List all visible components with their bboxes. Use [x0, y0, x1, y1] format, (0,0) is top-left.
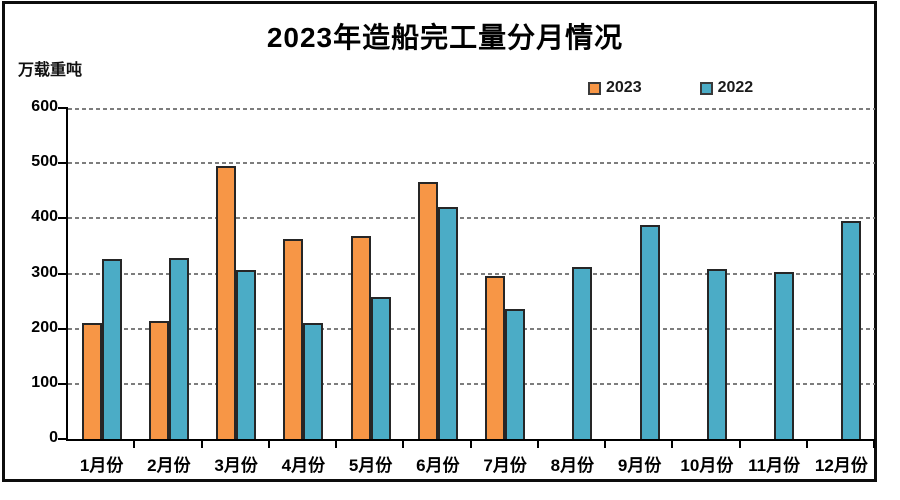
bar-2022-10月份: [706, 269, 727, 439]
x-axis-tick-1: [133, 441, 136, 448]
y-axis-tick-0: [58, 438, 68, 440]
bar-2022-11月份: [774, 271, 795, 439]
bar-2022-6月份: [437, 206, 458, 439]
x-axis-tick-10: [738, 441, 741, 448]
legend: 2023 2022: [588, 79, 753, 97]
x-axis-label-1月份: 1月份: [79, 456, 124, 475]
x-axis-label-2月份: 2月份: [147, 456, 191, 475]
x-axis-tick-5: [402, 441, 405, 448]
bar-2022-2月份: [168, 257, 189, 439]
y-axis-label-500: 500: [31, 153, 58, 171]
x-axis-label-4月份: 4月份: [281, 456, 326, 475]
x-axis-label-9月份: 9月份: [617, 456, 662, 475]
bar-2022-9月份: [639, 224, 660, 439]
gridline-300: [68, 272, 875, 275]
x-axis-tick-7: [536, 441, 539, 448]
x-axis-label-12月份: 12月份: [814, 456, 868, 475]
x-axis-tick-6: [469, 441, 472, 448]
y-axis-tick-200: [58, 327, 68, 330]
chart-title: 2023年造船完工量分月情况: [266, 22, 624, 53]
legend-item-2022: 2022: [699, 79, 754, 97]
legend-item-2023: 2023: [588, 79, 642, 97]
plot-area: 0 100 200 300 400 500 600 1月份 2月份 3月份 4月份 5月份 6月份 7月份…: [31, 98, 875, 475]
y-axis-unit-label: 万载重吨: [18, 62, 83, 79]
y-axis-tick-300: [58, 272, 68, 275]
bar-2022-12月份: [841, 220, 862, 439]
x-axis-tick-3: [267, 441, 270, 448]
x-axis-label-8月份: 8月份: [550, 456, 595, 475]
x-axis-label-10月份: 10月份: [680, 456, 734, 475]
bar-2023-5月份: [350, 236, 371, 439]
x-axis-tick-4: [335, 441, 337, 448]
legend-swatch-2022-icon: [699, 81, 713, 95]
x-axis-label-7月份: 7月份: [483, 456, 527, 475]
gridline-400: [68, 217, 875, 220]
bar-2022-4月份: [303, 322, 324, 439]
legend-label-2023: 2023: [606, 79, 642, 96]
x-axis-label-11月份: 11月份: [748, 456, 801, 475]
y-axis-label-400: 400: [31, 208, 58, 226]
bar-2022-3月份: [236, 269, 257, 439]
legend-label-2022: 2022: [717, 79, 754, 96]
bar-2022-7月份: [505, 309, 526, 439]
bar-2023-6月份: [417, 181, 438, 439]
bar-2022-1月份: [101, 258, 122, 439]
bar-2022-8月份: [572, 267, 593, 439]
bar-2023-3月份: [216, 166, 237, 439]
x-axis-tick-8: [604, 441, 606, 448]
gridline-600: [68, 108, 875, 110]
gridline-200: [68, 327, 875, 330]
x-axis-label-3月份: 3月份: [214, 456, 258, 475]
x-axis-tick-2: [200, 441, 203, 448]
gridline-100: [68, 382, 875, 385]
x-axis-label-5月份: 5月份: [348, 456, 393, 475]
x-axis-tick-9: [671, 441, 674, 448]
x-axis-tick-11: [805, 441, 808, 448]
y-axis-label-600: 600: [31, 98, 58, 115]
y-axis-label-0: 0: [49, 429, 58, 446]
y-axis-label-100: 100: [31, 373, 58, 391]
y-axis-tick-500: [58, 162, 68, 165]
y-axis-tick-400: [58, 217, 68, 220]
legend-swatch-2023-icon: [588, 81, 601, 95]
bar-2023-1月份: [81, 322, 102, 439]
gridline-500: [68, 162, 875, 165]
y-axis-label-300: 300: [31, 263, 58, 281]
x-axis-label-6月份: 6月份: [416, 456, 460, 475]
bar-2023-7月份: [485, 275, 506, 439]
x-axis-tick-12: [873, 441, 875, 448]
bar-2023-2月份: [148, 320, 169, 439]
y-axis-tick-100: [58, 382, 68, 385]
y-axis-tick-600: [58, 107, 68, 109]
bar-2023-4月份: [283, 238, 304, 439]
y-axis-label-200: 200: [31, 318, 58, 336]
bar-2022-5月份: [370, 296, 391, 439]
